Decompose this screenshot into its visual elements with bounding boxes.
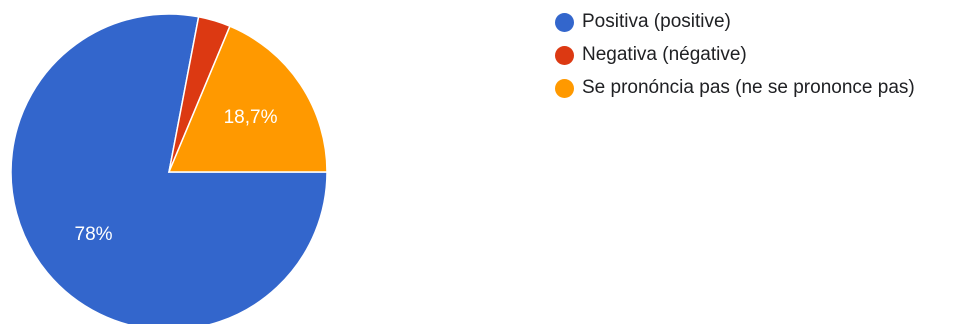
legend-label-negative: Negativa (négative) — [582, 44, 747, 65]
pie-slice-no-opinion[interactable] — [167, 25, 328, 173]
legend-item-negative[interactable]: Negativa (négative) — [555, 45, 915, 65]
legend-swatch-negative — [555, 45, 574, 65]
slice-label-positive: 78% — [75, 224, 113, 245]
legend-swatch-positive — [555, 12, 574, 32]
legend-label-no-opinion: Se pronóncia pas (ne se prononce pas) — [582, 77, 915, 98]
slice-label-no-opinion: 18,7% — [224, 107, 278, 128]
legend-item-positive[interactable]: Positiva (positive) — [555, 12, 915, 32]
legend-label-positive: Positiva (positive) — [582, 11, 731, 32]
legend-swatch-no-opinion — [555, 78, 574, 98]
legend-item-no-opinion[interactable]: Se pronóncia pas (ne se prononce pas) — [555, 78, 915, 98]
pie-chart-svg: 78% 18,7% — [10, 13, 328, 324]
legend: Positiva (positive) Negativa (négative) … — [555, 12, 915, 111]
